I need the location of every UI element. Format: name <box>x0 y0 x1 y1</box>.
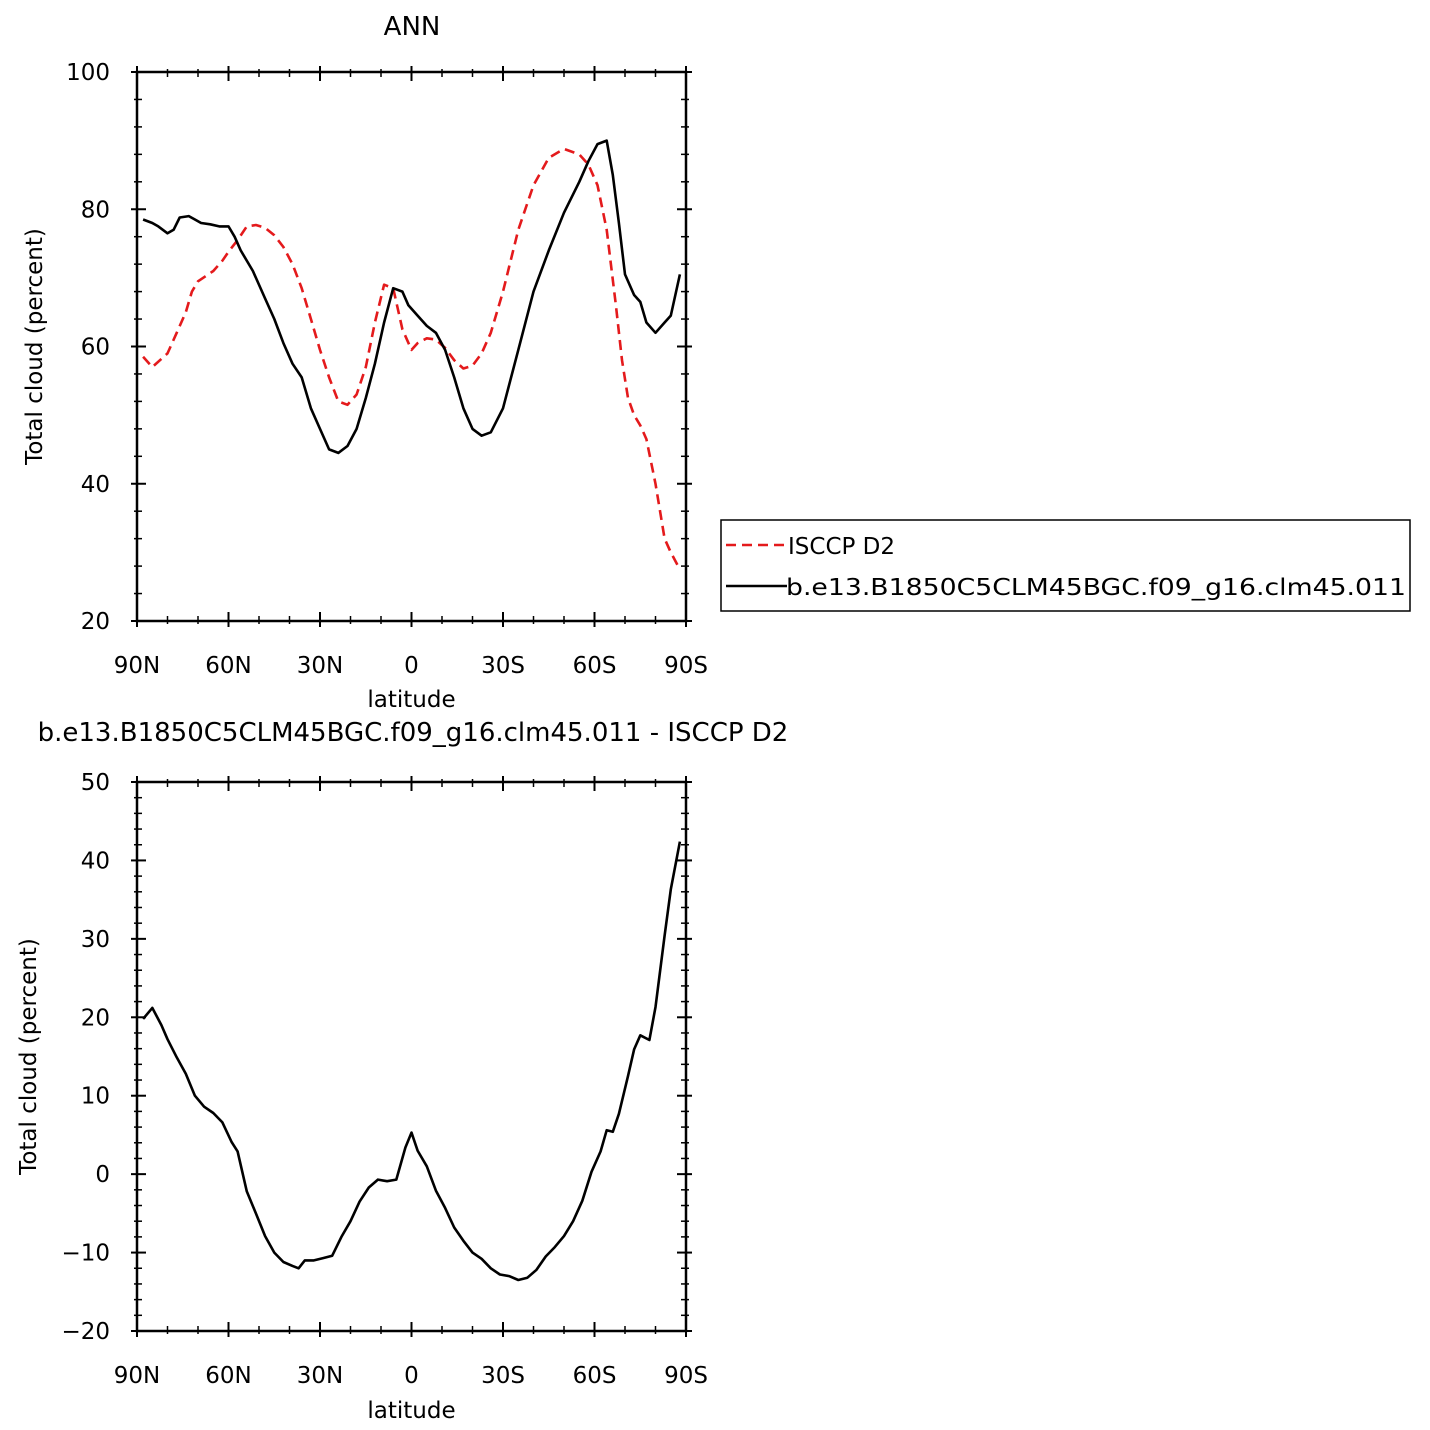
top-x-tick-label: 30S <box>481 653 525 679</box>
bottom-x-tick-label: 0 <box>404 1363 419 1389</box>
bottom-plot-frame <box>135 780 688 1333</box>
top-plot-frame <box>135 70 688 623</box>
top-y-axis-label: Total cloud (percent) <box>22 228 48 466</box>
legend-label-model: b.e13.B1850C5CLM45BGC.f09_g16.clm45.011 <box>786 575 1406 601</box>
legend: ISCCP D2 b.e13.B1850C5CLM45BGC.f09_g16.c… <box>720 519 1411 612</box>
legend-label-isccp: ISCCP D2 <box>788 534 895 560</box>
bottom-x-tick-label: 90S <box>664 1363 708 1389</box>
bottom-y-tick-label: 20 <box>81 1005 110 1031</box>
top-y-tick-label: 60 <box>81 335 110 361</box>
isccp-d2-line <box>142 147 682 571</box>
bottom-y-tick-label: 10 <box>81 1084 110 1110</box>
top-y-tick-label: 100 <box>66 60 110 86</box>
bottom-y-axis-label: Total cloud (percent) <box>16 938 42 1176</box>
legend-box <box>720 519 1411 612</box>
top-x-tick-label: 90N <box>114 653 160 679</box>
top-y-tick-labels: 20 40 60 80 100 <box>66 60 110 635</box>
top-x-axis-label: latitude <box>367 687 455 713</box>
bottom-y-tick-labels: −20 −10 0 10 20 30 40 50 <box>61 770 110 1345</box>
top-x-tick-label: 0 <box>404 653 419 679</box>
top-ticks <box>131 66 692 627</box>
bottom-y-tick-label: −20 <box>61 1319 110 1345</box>
top-y-tick-label: 40 <box>81 472 110 498</box>
bottom-y-tick-label: −10 <box>61 1241 110 1267</box>
bottom-y-tick-label: 30 <box>81 927 110 953</box>
bottom-x-tick-label: 30S <box>481 1363 525 1389</box>
top-x-tick-label: 60S <box>573 653 617 679</box>
top-y-tick-label: 20 <box>81 609 110 635</box>
bottom-y-tick-label: 40 <box>81 848 110 874</box>
bottom-chart-title: b.e13.B1850C5CLM45BGC.f09_g16.clm45.011 … <box>38 718 789 748</box>
top-chart-title: ANN <box>384 12 441 42</box>
difference-line <box>142 841 682 1282</box>
bottom-panel: b.e13.B1850C5CLM45BGC.f09_g16.clm45.011 … <box>16 718 788 1424</box>
model-line <box>142 139 682 455</box>
bottom-x-axis-label: latitude <box>367 1398 455 1424</box>
top-x-tick-label: 60N <box>205 653 251 679</box>
top-x-tick-labels: 90N 60N 30N 0 30S 60S 90S <box>114 653 708 679</box>
bottom-y-tick-label: 0 <box>95 1162 110 1188</box>
top-panel: ANN 90N 60N 30N 0 30S 60S 90S 20 40 60 8… <box>22 12 1411 713</box>
bottom-ticks <box>131 776 692 1337</box>
top-y-tick-label: 80 <box>81 197 110 223</box>
top-plot-area <box>142 139 682 571</box>
bottom-plot-area <box>142 841 682 1282</box>
bottom-x-tick-label: 60S <box>573 1363 617 1389</box>
top-x-tick-label: 30N <box>297 653 343 679</box>
bottom-x-tick-label: 90N <box>114 1363 160 1389</box>
bottom-y-tick-label: 50 <box>81 770 110 796</box>
bottom-x-tick-label: 60N <box>205 1363 251 1389</box>
bottom-x-tick-labels: 90N 60N 30N 0 30S 60S 90S <box>114 1363 708 1389</box>
top-x-tick-label: 90S <box>664 653 708 679</box>
bottom-x-tick-label: 30N <box>297 1363 343 1389</box>
